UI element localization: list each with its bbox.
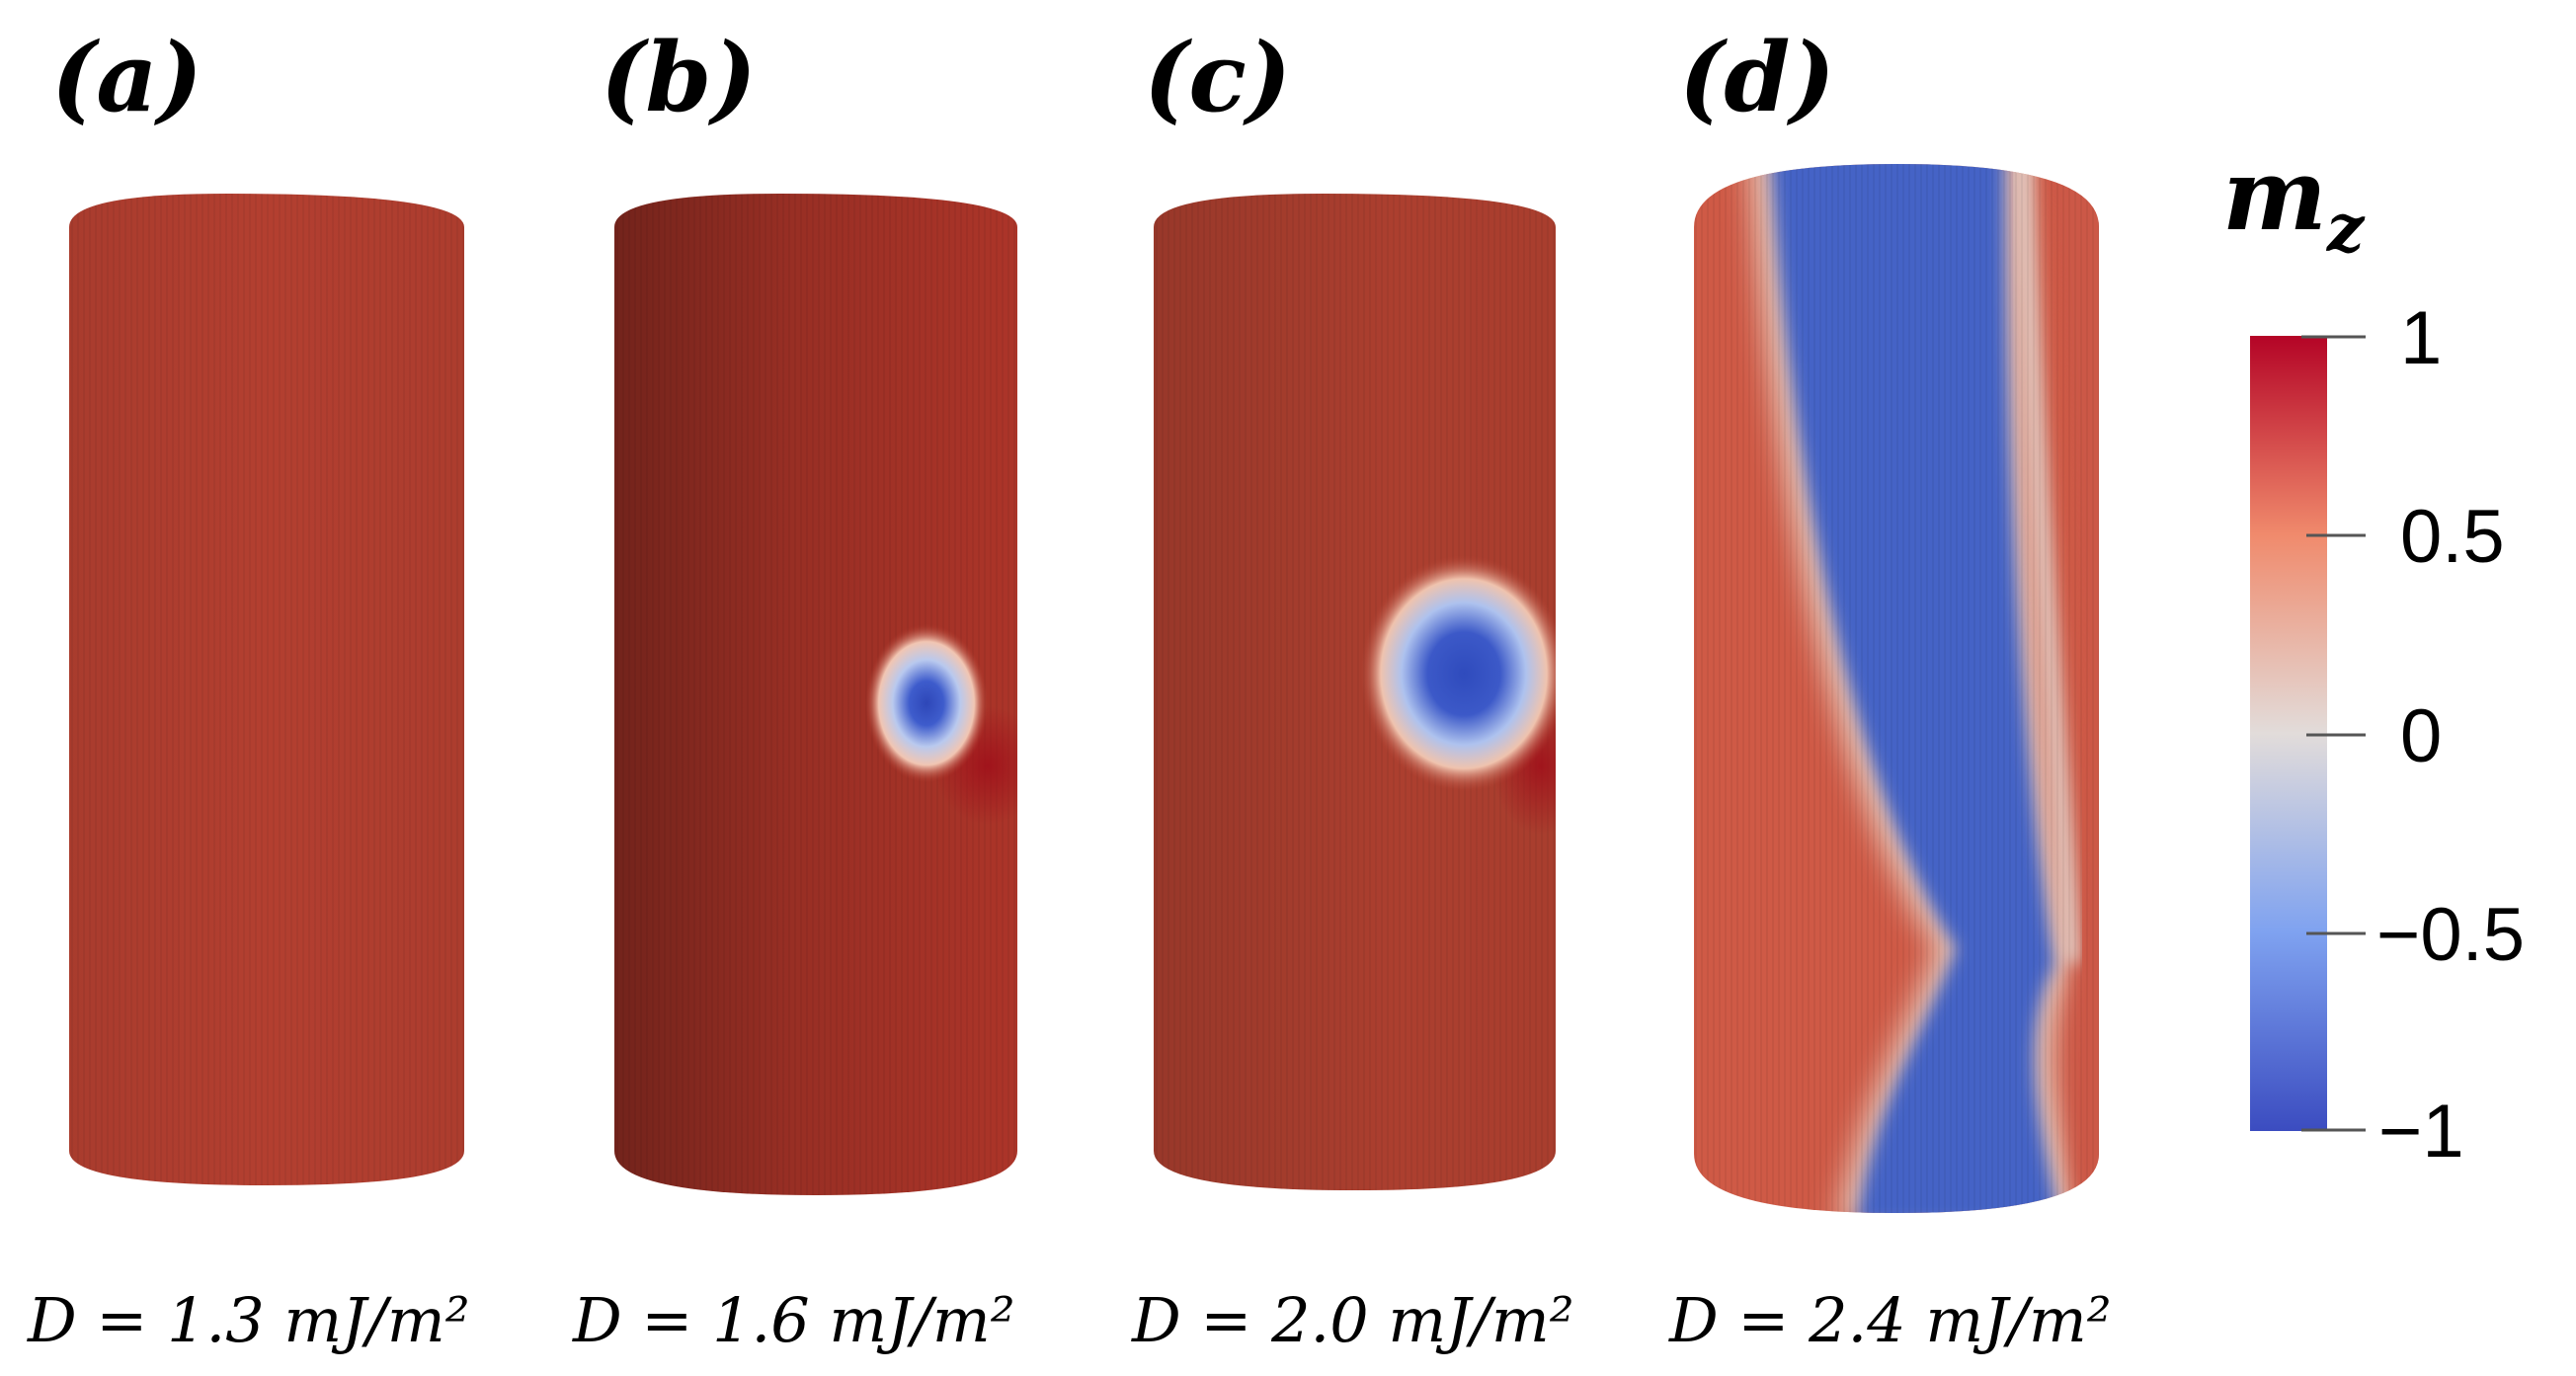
panel-a-label: (a) [51, 22, 202, 133]
colorbar-ticks [2301, 335, 2366, 1132]
colorbar-title-sub: z [2326, 190, 2366, 267]
cylinder-c [1154, 194, 1556, 1190]
skyrmion-b [865, 624, 988, 782]
panel-d: (d) D = 2.4 mJ/m² [1668, 22, 2112, 1356]
panel-b-label: (b) [601, 22, 757, 133]
colorbar: mz 1 0.5 0 −0.5 −1 [2222, 136, 2525, 1174]
panel-d-label: (d) [1679, 22, 1835, 133]
panel-a-caption: D = 1.3 mJ/m² [27, 1284, 470, 1356]
panel-b-caption: D = 1.6 mJ/m² [572, 1284, 1015, 1356]
colorbar-title-main: m [2222, 136, 2327, 253]
cylinder-d [1694, 164, 2099, 1213]
panel-a: (a) D = 1.3 mJ/m² [27, 22, 470, 1356]
panel-c-label: (c) [1144, 22, 1291, 133]
colorbar-tick-0.5: 0.5 [2400, 495, 2505, 579]
cylinder-a [69, 194, 464, 1185]
colorbar-tick-neg0.5: −0.5 [2376, 893, 2525, 977]
colorbar-title: mz [2222, 136, 2366, 267]
colorbar-tick-neg1: −1 [2378, 1090, 2464, 1174]
colorbar-tick-0: 0 [2400, 694, 2442, 778]
panel-b: (b) D = 1.6 mJ/m² [572, 22, 1017, 1356]
panel-c: (c) D = 2.0 mJ/m² [1131, 22, 1574, 1356]
skyrmion-c [1360, 555, 1556, 792]
panel-d-caption: D = 2.4 mJ/m² [1668, 1284, 2112, 1356]
panel-c-caption: D = 2.0 mJ/m² [1131, 1284, 1574, 1356]
cylinder-b [614, 194, 1017, 1195]
colorbar-tick-1: 1 [2400, 296, 2442, 380]
